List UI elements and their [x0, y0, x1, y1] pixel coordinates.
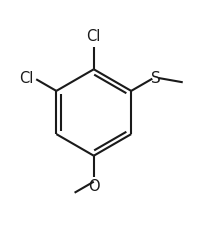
Text: Cl: Cl	[87, 29, 101, 45]
Text: Cl: Cl	[19, 71, 33, 86]
Text: S: S	[151, 71, 161, 86]
Text: O: O	[88, 179, 100, 194]
